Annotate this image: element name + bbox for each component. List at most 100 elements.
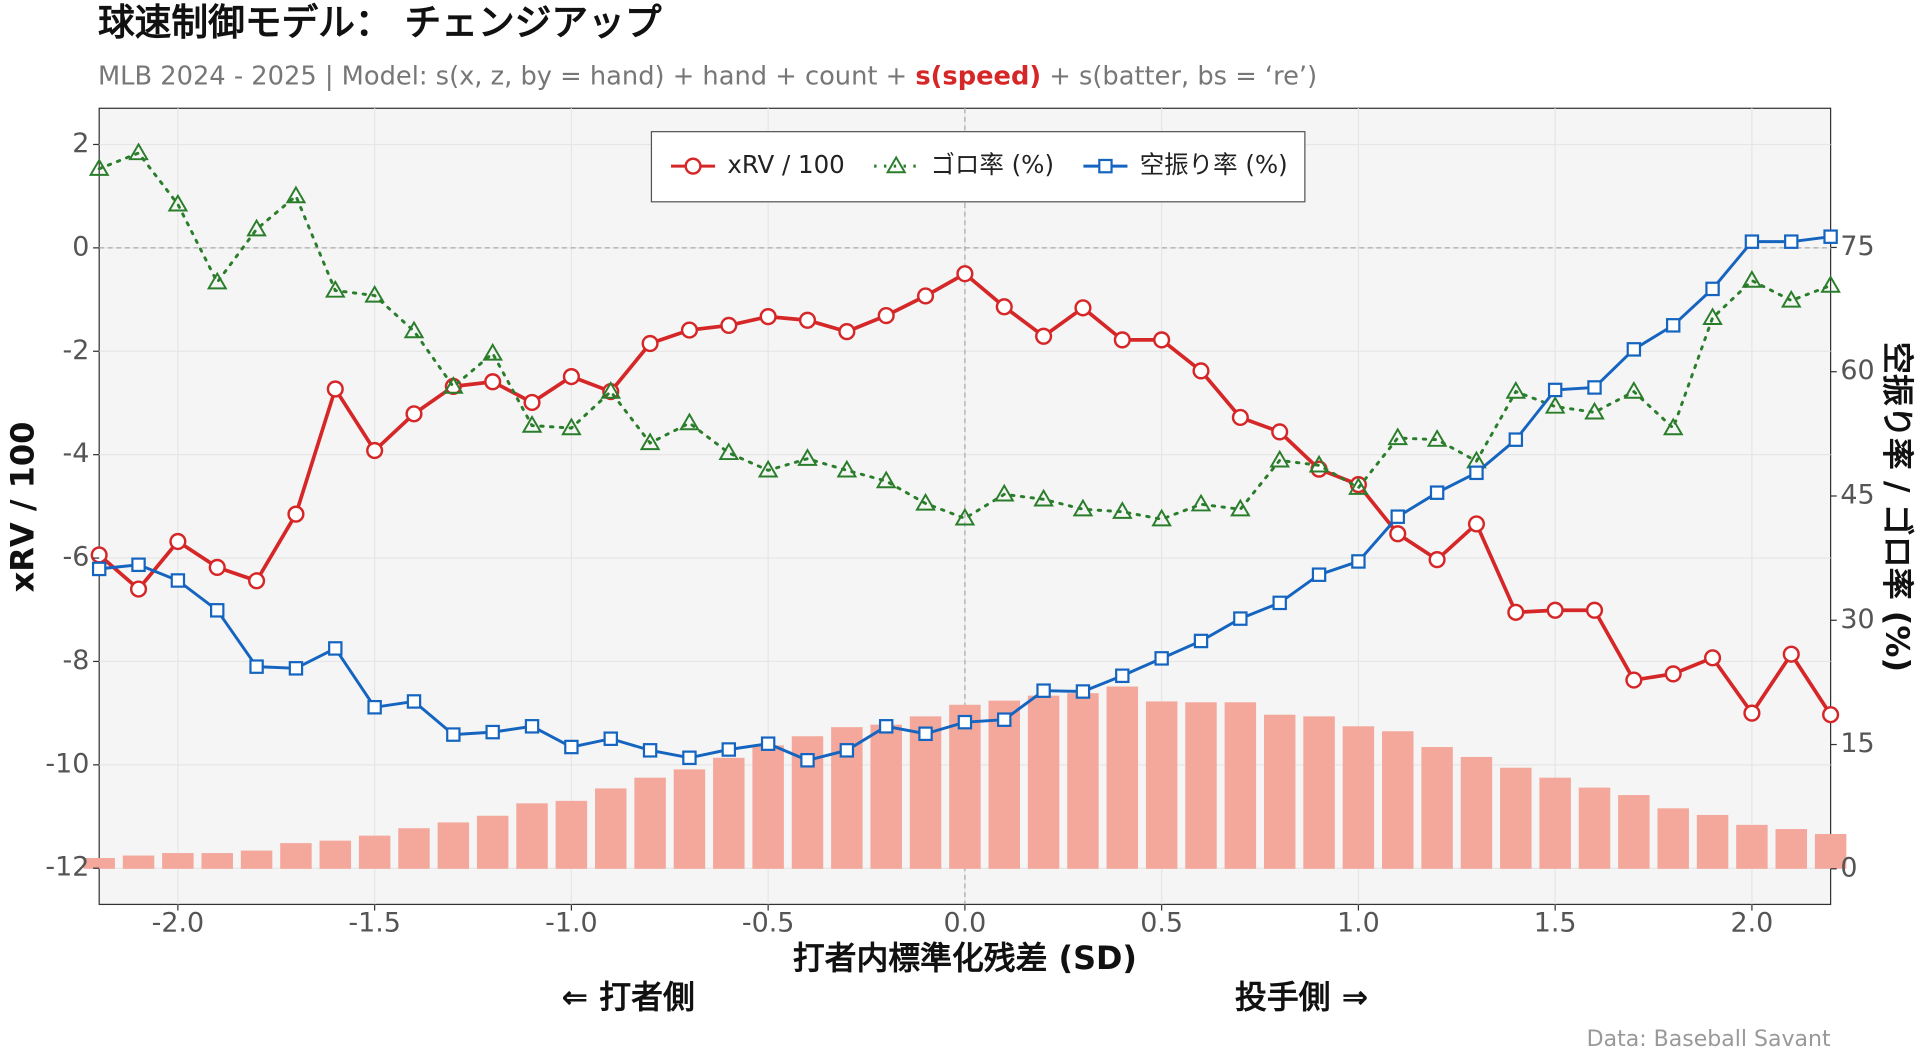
annotation: 投手側 ⇒	[1235, 978, 1368, 1016]
marker	[839, 743, 855, 758]
marker	[1741, 270, 1763, 288]
marker	[287, 505, 305, 523]
marker	[129, 580, 148, 598]
marker	[1387, 427, 1409, 446]
x-tick-label: -2.0	[152, 908, 205, 939]
bar	[1067, 693, 1099, 869]
bar	[437, 822, 470, 869]
marker	[1744, 234, 1760, 249]
series-line	[97, 151, 1833, 521]
marker	[1233, 611, 1248, 626]
marker	[1231, 408, 1249, 427]
marker	[797, 448, 818, 466]
marker	[328, 641, 343, 656]
marker	[326, 380, 344, 398]
bar	[1736, 824, 1768, 869]
marker	[1271, 423, 1289, 441]
marker	[364, 284, 385, 303]
marker	[1272, 595, 1287, 611]
x-tick-label: 2.0	[1730, 908, 1773, 939]
marker	[1743, 704, 1761, 722]
marker	[1113, 331, 1131, 349]
marker	[1033, 488, 1054, 507]
marker	[718, 442, 740, 461]
bar	[1027, 695, 1060, 869]
y2-tick-label: 75	[1840, 231, 1874, 262]
marker	[1193, 633, 1209, 649]
marker	[682, 750, 697, 766]
marker	[1429, 485, 1445, 500]
marker	[1546, 601, 1564, 619]
marker	[915, 492, 936, 511]
bar	[1263, 714, 1296, 869]
marker	[167, 193, 189, 212]
marker	[954, 507, 976, 526]
subtitle-part: MLB 2024 - 2025 | Model: s(x, z, by = ha…	[98, 61, 915, 91]
marker	[288, 661, 304, 676]
marker	[1151, 508, 1172, 527]
y-tick-label: -12	[45, 852, 89, 883]
marker	[760, 736, 776, 751]
y-tick-label: 0	[72, 231, 89, 262]
marker	[561, 417, 582, 436]
marker	[1112, 501, 1133, 519]
marker	[1587, 380, 1602, 395]
marker	[88, 158, 110, 176]
marker	[680, 321, 699, 339]
x-tick-label: 1.5	[1534, 908, 1577, 939]
bar	[949, 704, 981, 869]
marker	[642, 743, 658, 758]
y2-tick-label: 0	[1840, 852, 1857, 883]
marker	[1351, 554, 1366, 569]
bar	[1657, 808, 1689, 869]
bar	[1145, 701, 1178, 869]
marker	[1036, 683, 1051, 698]
bar	[1342, 726, 1375, 869]
subtitle: MLB 2024 - 2025 | Model: s(x, z, by = ha…	[98, 61, 1317, 91]
marker	[564, 739, 579, 755]
bar	[1578, 787, 1611, 869]
y-tick-label: -8	[63, 645, 90, 676]
marker	[1469, 465, 1484, 481]
bar	[1224, 702, 1257, 869]
marker	[1426, 429, 1448, 447]
legend-label: ゴロ率 (%)	[930, 150, 1054, 179]
marker	[325, 279, 346, 298]
y-tick-label: -2	[63, 335, 90, 366]
marker	[406, 694, 422, 709]
marker	[641, 334, 659, 353]
bar	[1421, 747, 1453, 869]
bar	[870, 724, 902, 869]
marker	[993, 483, 1015, 502]
chart-title: 球速制御モデル： チェンジアップ	[98, 1, 662, 44]
x-axis-label: 打者内標準化残差 (SD)	[793, 939, 1137, 977]
y-tick-label: -10	[45, 748, 89, 779]
marker	[285, 185, 307, 204]
marker	[1230, 498, 1251, 517]
marker	[484, 373, 502, 391]
marker	[1822, 706, 1840, 724]
marker	[875, 470, 897, 489]
marker	[1153, 331, 1171, 349]
bar	[476, 815, 509, 869]
marker	[1623, 381, 1645, 399]
marker	[684, 157, 702, 175]
bar	[398, 828, 430, 869]
x-tick-label: 1.0	[1337, 908, 1380, 939]
bar	[673, 769, 706, 869]
bar	[1618, 795, 1650, 869]
bar	[201, 853, 233, 869]
marker	[90, 546, 108, 564]
marker	[1072, 498, 1094, 517]
marker	[169, 532, 187, 551]
marker	[1269, 449, 1290, 468]
marker	[877, 306, 895, 325]
marker	[757, 459, 779, 478]
marker	[1705, 281, 1720, 297]
marker	[759, 308, 777, 326]
bar	[1106, 686, 1139, 869]
marker	[800, 753, 815, 768]
marker	[246, 218, 267, 237]
marker	[1507, 603, 1525, 621]
